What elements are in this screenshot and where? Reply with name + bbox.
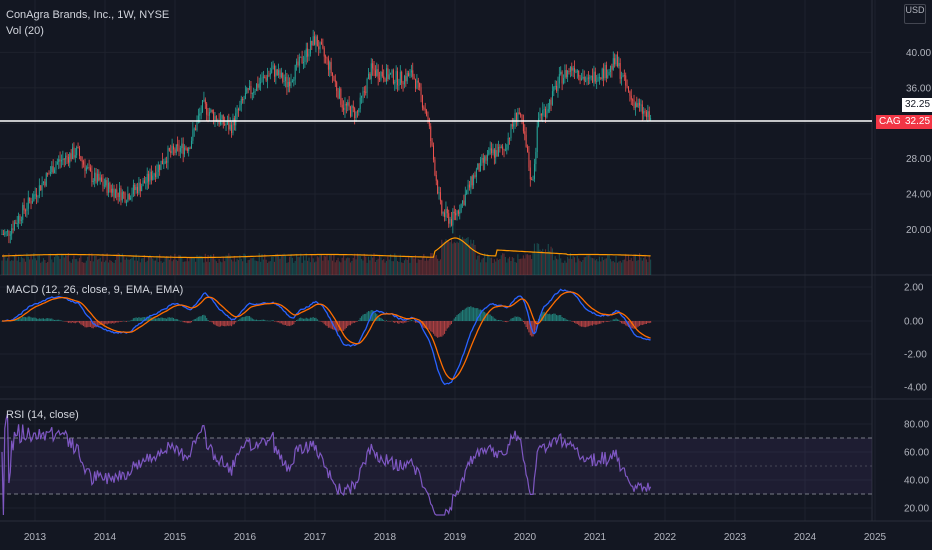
price-tick: 24.00 bbox=[906, 190, 931, 201]
rsi-label[interactable]: RSI (14, close) bbox=[6, 409, 79, 421]
year-tick: 2016 bbox=[234, 532, 257, 543]
year-tick: 2024 bbox=[794, 532, 817, 543]
year-tick: 2023 bbox=[724, 532, 747, 543]
macd-tick: -2.00 bbox=[904, 350, 927, 361]
macd-tick: -4.00 bbox=[904, 383, 927, 394]
year-tick: 2013 bbox=[24, 532, 47, 543]
macd-label[interactable]: MACD (12, 26, close, 9, EMA, EMA) bbox=[6, 284, 184, 296]
ticker-badge: CAG bbox=[876, 115, 904, 129]
time-axis: 2013 2014 2015 2016 2017 2018 2019 2020 2021 2022… bbox=[24, 532, 887, 543]
current-price-label: 32.25 bbox=[902, 98, 932, 112]
rsi-tick: 80.00 bbox=[904, 420, 929, 431]
price-badge: 32.25 bbox=[902, 115, 932, 129]
macd-line bbox=[1, 288, 651, 386]
year-tick: 2020 bbox=[514, 532, 537, 543]
price-candles bbox=[1, 29, 652, 244]
year-tick: 2015 bbox=[164, 532, 187, 543]
chart-title[interactable]: ConAgra Brands, Inc., 1W, NYSE bbox=[6, 9, 170, 21]
macd-histogram bbox=[1, 306, 652, 338]
volume-ma-line bbox=[2, 237, 651, 259]
macd-tick: 0.00 bbox=[904, 317, 924, 328]
year-tick: 2025 bbox=[864, 532, 887, 543]
volume-bars bbox=[1, 235, 652, 275]
price-tick: 20.00 bbox=[906, 225, 931, 236]
rsi-tick: 40.00 bbox=[904, 476, 929, 487]
currency-badge[interactable]: USD bbox=[904, 4, 926, 24]
rsi-tick: 20.00 bbox=[904, 504, 929, 515]
year-tick: 2022 bbox=[654, 532, 677, 543]
macd-signal-line bbox=[2, 291, 651, 380]
year-tick: 2019 bbox=[444, 532, 467, 543]
macd-tick: 2.00 bbox=[904, 283, 924, 294]
year-tick: 2017 bbox=[304, 532, 327, 543]
year-tick: 2018 bbox=[374, 532, 397, 543]
price-tick: 28.00 bbox=[906, 154, 931, 165]
price-tick: 36.00 bbox=[906, 83, 931, 94]
chart-grid bbox=[0, 0, 876, 521]
volume-label[interactable]: Vol (20) bbox=[6, 25, 44, 37]
rsi-tick: 60.00 bbox=[904, 448, 929, 459]
price-tick: 40.00 bbox=[906, 48, 931, 59]
year-tick: 2014 bbox=[94, 532, 117, 543]
currency-label: USD bbox=[905, 5, 925, 15]
year-tick: 2021 bbox=[584, 532, 607, 543]
rsi-line bbox=[1, 413, 652, 516]
